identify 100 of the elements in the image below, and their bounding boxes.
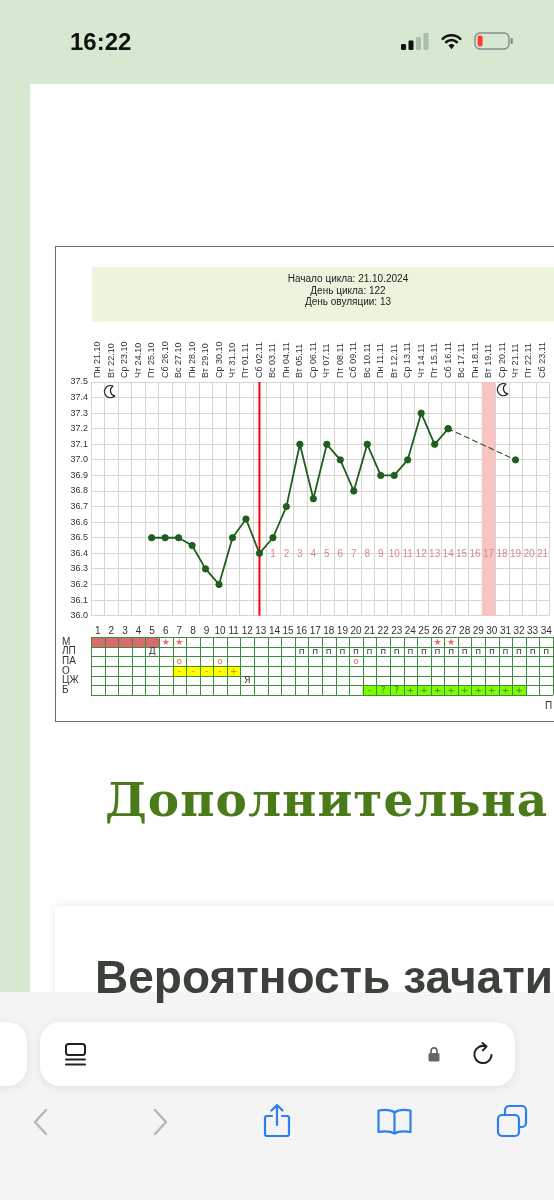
point <box>431 440 439 448</box>
chart-subtitle: День цикла: 122 <box>309 284 387 296</box>
x-tick-label: Сб 09.11 <box>348 341 359 378</box>
x2-tick-label: 5 <box>324 547 331 559</box>
x-tick-label: 28 <box>459 624 471 636</box>
x-tick-label: 32 <box>513 624 526 636</box>
text: о <box>217 656 223 667</box>
point <box>148 534 156 542</box>
x-tick-label: Ср 23.10 <box>119 341 130 378</box>
point <box>175 534 183 542</box>
text: + <box>460 685 469 696</box>
y-tick-label: М <box>62 635 71 647</box>
text: п <box>529 646 536 657</box>
text: 16:22 <box>70 28 132 55</box>
x-tick-label: Ср 20.11 <box>496 342 507 378</box>
x-tick-label: Пт 01.11 <box>240 343 251 378</box>
text: п <box>339 646 346 657</box>
text: п <box>393 646 400 657</box>
text: п <box>448 646 455 657</box>
text: п <box>298 646 305 657</box>
point <box>282 502 291 511</box>
x-tick-label: Чт 14.11 <box>415 343 426 378</box>
x-tick-label: 6 <box>162 624 169 636</box>
point <box>417 409 425 417</box>
x-tick-label: 9 <box>203 624 210 636</box>
x-tick-label: 19 <box>336 624 349 636</box>
x-tick-label: Вс 27.10 <box>173 342 184 378</box>
x-tick-label: 17 <box>309 624 322 636</box>
x-tick-label: 34 <box>540 624 553 636</box>
x-tick-label: Чт 21.11 <box>509 343 520 378</box>
x2-tick-label: 20 <box>523 547 535 559</box>
text: п <box>434 646 441 657</box>
text: п <box>325 646 332 657</box>
point <box>336 456 344 464</box>
x2-tick-label: 21 <box>536 547 549 559</box>
x-tick-label: Пн 04.11 <box>280 342 291 378</box>
text: ? <box>394 685 400 696</box>
x2-tick-label: 12 <box>415 547 428 559</box>
x-tick-label: Сб 26.10 <box>159 341 170 378</box>
text: + <box>420 685 428 696</box>
x-tick-label: Сб 23.11 <box>536 341 547 378</box>
text: - <box>191 665 195 676</box>
x-tick-label: Вт 22.10 <box>105 343 116 378</box>
text: + <box>447 685 455 696</box>
x-tick-label: Вт 19.11 <box>483 343 494 378</box>
y-tick-label: 37.3 <box>70 407 88 418</box>
x-tick-label: 18 <box>323 624 335 636</box>
x-tick-label: 10 <box>214 624 227 636</box>
x-tick-label: 11 <box>228 624 240 636</box>
point <box>350 487 358 495</box>
x-tick-label: 31 <box>499 624 512 636</box>
x2-tick-label: 3 <box>297 547 304 559</box>
x-tick-label: 5 <box>149 624 156 636</box>
x-tick-label: Пн 18.11 <box>469 342 480 378</box>
x-tick-label: 7 <box>176 624 183 636</box>
x-tick-label: Вс 17.11 <box>456 343 467 378</box>
text: п <box>380 646 387 657</box>
x2-tick-label: 15 <box>456 547 468 559</box>
text: ★ <box>447 636 456 647</box>
x-tick-label: Сб 16.11 <box>442 341 453 378</box>
y-tick-label: 36.9 <box>70 469 88 480</box>
y-tick-label: 37.4 <box>70 392 88 403</box>
y-tick-label: 37.0 <box>70 454 88 465</box>
text: ★ <box>433 636 442 647</box>
text: п <box>543 646 550 657</box>
x-tick-label: 3 <box>122 624 129 636</box>
y-tick-label: 36.6 <box>70 516 88 527</box>
text: ★ <box>175 636 184 647</box>
x-tick-label: 2 <box>108 624 115 636</box>
y-tick-label: О <box>62 664 70 676</box>
text: п <box>461 646 468 657</box>
x2-tick-label: 4 <box>310 547 317 559</box>
x-tick-label: 4 <box>135 624 142 636</box>
text: ★ <box>161 636 170 647</box>
x-tick-label: 33 <box>527 624 539 636</box>
x-tick-label: Вт 12.11 <box>388 343 399 378</box>
text: Я <box>244 675 251 686</box>
point <box>188 541 196 550</box>
x-tick-label: 13 <box>255 624 267 636</box>
text: + <box>515 685 523 696</box>
text: День овуляции: 13 <box>303 296 393 308</box>
x2-tick-label: 14 <box>442 547 455 559</box>
x-tick-label: Ср 30.10 <box>213 341 224 378</box>
x-tick-label: Сб 02.11 <box>253 341 264 378</box>
x-tick-label: 16 <box>296 624 308 636</box>
y-tick-label: 37.2 <box>70 423 88 434</box>
y-tick-label: 36.8 <box>70 485 88 496</box>
text: п <box>516 646 522 657</box>
text: + <box>433 685 442 696</box>
y-tick-label: 36.1 <box>70 594 88 605</box>
x-tick-label: Вс 03.11 <box>267 343 278 378</box>
x-tick-label: Ср 06.11 <box>307 342 318 378</box>
x-tick-label: 15 <box>282 624 295 636</box>
y-tick-label: 36.2 <box>70 578 88 589</box>
x2-tick-label: 6 <box>337 547 344 559</box>
y-tick-label: ПА <box>62 654 77 666</box>
x2-tick-label: 10 <box>388 547 401 559</box>
chart-title: Начало цикла: 21.10.2024 <box>286 273 410 285</box>
x-tick-label: 22 <box>377 624 390 636</box>
x2-tick-label: 8 <box>364 547 371 559</box>
